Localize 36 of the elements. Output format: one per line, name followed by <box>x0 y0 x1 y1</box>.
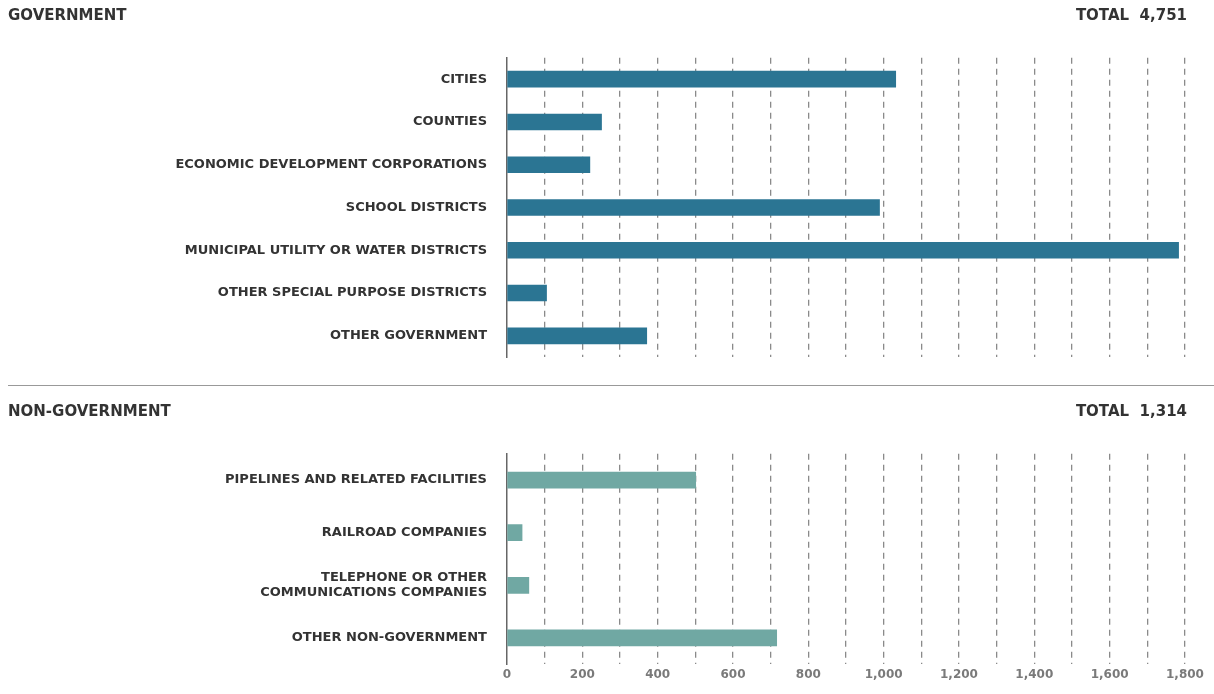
text: TOTAL 1,314 <box>1075 402 1187 420</box>
text: GOVERNMENT <box>8 6 127 24</box>
x-tick-label: 1,400 <box>1015 666 1054 681</box>
y-tick-label: RAILROAD COMPANIES <box>321 524 487 540</box>
y-tick-label: OTHER GOVERNMENT <box>330 327 488 343</box>
text: TOTAL 4,751 <box>1075 6 1187 24</box>
bar <box>507 113 602 131</box>
y-tick-label: CITIES <box>440 70 487 86</box>
y-tick-label: ECONOMIC DEVELOPMENT CORPORATIONS <box>175 156 487 172</box>
x-tick-label: 0 <box>502 666 512 681</box>
bar <box>507 156 591 174</box>
bar <box>507 471 697 489</box>
bar <box>507 70 897 88</box>
x-tick-label: 1,200 <box>940 666 978 681</box>
x-tick-label: 1,600 <box>1090 666 1129 681</box>
text: NON-GOVERNMENT <box>8 402 171 420</box>
x-tick-label: 800 <box>795 666 821 681</box>
x-tick-label: 1,800 <box>1166 666 1204 681</box>
bar <box>507 524 523 542</box>
bar <box>507 576 530 594</box>
y-tick-label: COUNTIES <box>413 113 487 129</box>
y-tick-label: MUNICIPAL UTILITY OR WATER DISTRICTS <box>184 241 487 257</box>
bar <box>507 327 648 345</box>
x-tick-label: 1,000 <box>864 666 903 681</box>
x-tick-label: 600 <box>720 666 746 681</box>
x-tick-label: 400 <box>645 666 671 681</box>
bar <box>507 241 1179 259</box>
y-tick-label: OTHER SPECIAL PURPOSE DISTRICTS <box>217 284 487 300</box>
y-tick-label: TELEPHONE OR OTHER COMMUNICATIONS COMPANIES <box>260 568 487 600</box>
x-tick-label: 200 <box>569 666 595 681</box>
y-tick-label: OTHER NON-GOVERNMENT <box>291 629 488 645</box>
y-tick-label: PIPELINES AND RELATED FACILITIES <box>225 471 487 487</box>
y-tick-label: SCHOOL DISTRICTS <box>345 198 487 214</box>
bar <box>507 284 547 302</box>
bar <box>507 629 778 647</box>
bar <box>507 199 880 216</box>
